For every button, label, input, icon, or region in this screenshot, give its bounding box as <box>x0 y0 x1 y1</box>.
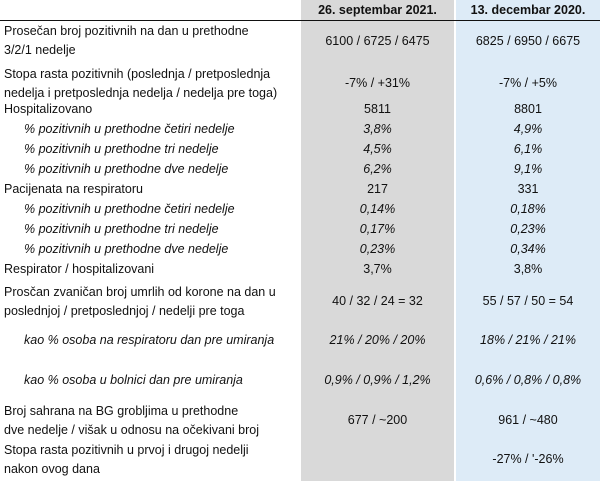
value-2020: 9,1% <box>513 162 543 176</box>
value-2020: 961 / ~480 <box>498 413 558 427</box>
value-2021: 6,2% <box>363 162 392 176</box>
value-2021: 6100 / 6725 / 6475 <box>325 34 430 48</box>
row-label: % pozitivnih u prethodne četiri nedelje <box>24 202 235 216</box>
row-label: kao % osoba u bolnici dan pre umiranja <box>24 373 243 387</box>
value-2020: 0,23% <box>510 222 546 236</box>
column-2020-background <box>456 0 600 481</box>
value-2021: -7% / +31% <box>345 76 410 90</box>
value-2021: 217 <box>367 182 388 196</box>
header-2021: 26. septembar 2021. <box>318 3 437 17</box>
header-2020: 13. decembar 2020. <box>470 3 586 17</box>
value-2021: 40 / 32 / 24 = 32 <box>332 294 423 308</box>
value-2020: 0,34% <box>510 242 546 256</box>
row-label: Prosečan broj pozitivnih na dan u pretho… <box>4 24 249 57</box>
value-2021: 0,14% <box>359 202 396 216</box>
value-2020: -27% / '-26% <box>492 452 564 466</box>
value-2021: 4,5% <box>363 142 392 156</box>
value-2020: -7% / +5% <box>498 76 557 90</box>
value-2021: 3,8% <box>363 122 392 136</box>
row-label: Stopa rasta pozitivnih u prvoj i drugoj … <box>4 443 249 476</box>
value-2021: 0,23% <box>359 242 396 256</box>
row-label: kao % osoba na respiratoru dan pre umira… <box>24 333 275 347</box>
header-divider <box>0 20 600 21</box>
value-2021: 3,7% <box>363 262 392 276</box>
row-label: Hospitalizovano <box>4 102 93 116</box>
value-2021: 0,17% <box>359 222 396 236</box>
value-2020: 4,9% <box>513 122 543 136</box>
value-2021: 5811 <box>364 102 391 116</box>
row-label: Prosčan zvaničan broj umrlih od korone n… <box>4 285 276 318</box>
row-label: % pozitivnih u prethodne četiri nedelje <box>24 122 235 136</box>
value-2020: 18% / 21% / 21% <box>480 333 576 347</box>
value-2020: 3,8% <box>513 262 543 276</box>
row-label: % pozitivnih u prethodne tri nedelje <box>24 222 219 236</box>
value-2021: 677 / ~200 <box>347 413 408 427</box>
column-2021-background <box>301 0 454 481</box>
value-2020: 0,18% <box>510 202 546 216</box>
row-label: % pozitivnih u prethodne dve nedelje <box>24 242 229 256</box>
row-label: Broj sahrana na BG grobljima u prethodne… <box>4 404 260 437</box>
value-2021: 0,9% / 0,9% / 1,2% <box>324 373 431 387</box>
row-label: Pacijenata na respiratoru <box>4 182 143 196</box>
row-label: % pozitivnih u prethodne dve nedelje <box>24 162 229 176</box>
value-2020: 8801 <box>514 102 542 116</box>
row-label: Respirator / hospitalizovani <box>4 262 155 276</box>
row-label: Stopa rasta pozitivnih (poslednja / pret… <box>4 67 278 100</box>
value-2020: 6,1% <box>513 142 543 156</box>
value-2020: 55 / 57 / 50 = 54 <box>482 294 574 308</box>
value-2020: 331 <box>517 182 539 196</box>
value-2020: 0,6% / 0,8% / 0,8% <box>474 373 582 387</box>
value-2021: 21% / 20% / 20% <box>329 333 426 347</box>
row-label: % pozitivnih u prethodne tri nedelje <box>24 142 219 156</box>
value-2020: 6825 / 6950 / 6675 <box>475 34 581 48</box>
